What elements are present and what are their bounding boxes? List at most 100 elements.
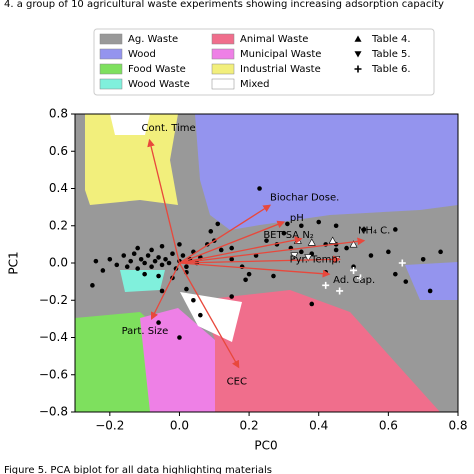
data-point: [121, 253, 127, 258]
legend-marker: [354, 65, 362, 73]
data-point: [420, 256, 426, 262]
x-tick-label: 0.6: [379, 419, 398, 433]
data-point: [271, 273, 276, 279]
data-point: [386, 249, 391, 255]
header-text: 4. a group of 10 agricultural waste expe…: [4, 0, 444, 10]
loading-arrow: [147, 138, 181, 264]
data-point: [344, 245, 349, 251]
loading-arrow: [178, 262, 240, 369]
y-tick-label: −0.2: [39, 293, 68, 307]
loading-label: Part. Size: [122, 326, 169, 337]
x-tick-label: 0.8: [448, 419, 467, 433]
table-marker: [350, 266, 358, 274]
decision-regions: [75, 114, 458, 412]
data-point: [208, 229, 214, 234]
data-point: [215, 221, 221, 227]
legend-label: Mixed: [240, 79, 270, 90]
table-marker: [357, 274, 365, 282]
legend-swatch: [99, 48, 123, 60]
data-point: [299, 249, 304, 255]
loading-arrow: [179, 220, 286, 264]
legend-label: Table 6.: [371, 64, 411, 75]
data-point: [149, 247, 154, 253]
loading-arrow: [151, 262, 181, 321]
data-point: [135, 245, 140, 251]
table-marker: [328, 236, 337, 244]
table-marker: [307, 238, 316, 246]
data-point: [177, 335, 182, 340]
loading-label: pH: [290, 213, 304, 224]
x-axis-label: PC0: [254, 439, 277, 453]
data-point: [124, 264, 130, 270]
table-marker: [322, 281, 330, 289]
loading-arrow: [179, 237, 366, 264]
table-marker: [349, 240, 358, 248]
data-point: [128, 258, 134, 264]
data-point: [163, 256, 168, 262]
loading-arrow: [179, 255, 341, 264]
loading-label: BET SA N₂: [263, 230, 314, 241]
data-point: [368, 253, 374, 258]
data-point: [142, 260, 147, 266]
loading-label: Cont. Time: [142, 123, 196, 134]
y-tick-label: 0.4: [49, 181, 68, 195]
x-tick-label: 0.4: [309, 419, 328, 433]
y-tick-label: 0.8: [49, 107, 68, 121]
data-point: [403, 279, 409, 284]
loading-arrow: [179, 262, 331, 278]
data-point: [93, 258, 99, 264]
legend-swatch: [211, 78, 235, 90]
legend-swatch: [99, 63, 123, 75]
data-point: [107, 256, 113, 262]
loading-label: Pyr. Temp.: [290, 254, 341, 265]
legend-label: Wood Waste: [128, 79, 190, 90]
legend-label: Ag. Waste: [128, 34, 178, 45]
legend-swatch: [99, 78, 123, 90]
legend-marker: [354, 35, 362, 42]
data-point: [243, 277, 248, 283]
legend-swatch: [211, 48, 235, 60]
caption: Figure 5. PCA biplot for all data highli…: [4, 465, 272, 474]
y-axis-label: PC1: [7, 251, 21, 274]
loading-label: Ad. Cap.: [333, 275, 375, 286]
legend-label: Table 4.: [371, 34, 411, 45]
legend-swatch: [99, 33, 123, 45]
legend-label: Table 5.: [371, 49, 411, 60]
data-point: [316, 219, 322, 225]
data-point: [159, 288, 165, 294]
data-point: [393, 227, 398, 232]
data-point: [152, 258, 158, 264]
data-point: [351, 264, 356, 270]
data-point: [333, 223, 339, 229]
data-point: [229, 256, 234, 262]
x-tick-label: 0.2: [240, 419, 259, 433]
data-point: [264, 238, 269, 243]
loading-arrow: [179, 204, 272, 264]
legend-label: Industrial Waste: [240, 64, 321, 75]
data-point: [299, 223, 304, 229]
legend-swatch: [211, 33, 235, 45]
y-tick-label: −0.6: [39, 367, 68, 381]
data-point: [229, 245, 234, 251]
data-point: [281, 230, 287, 236]
loading-label: Biochar Dose.: [270, 192, 339, 203]
data-point: [166, 260, 172, 266]
legend-label: Food Waste: [128, 64, 186, 75]
data-point: [184, 264, 189, 270]
table-marker: [398, 259, 406, 267]
x-tick-label: −0.2: [95, 419, 124, 433]
y-tick-label: 0.6: [49, 144, 68, 158]
y-tick-label: −0.8: [39, 405, 68, 419]
data-point: [100, 268, 106, 273]
data-point: [156, 273, 161, 279]
data-point: [170, 251, 175, 256]
data-point: [184, 286, 189, 292]
table-marker: [304, 254, 313, 262]
data-point: [149, 264, 154, 270]
data-point: [156, 320, 161, 325]
legend-swatch: [211, 63, 235, 75]
data-point: [191, 297, 196, 303]
data-point: [159, 262, 165, 268]
loading-label: NH₄ C.: [358, 226, 390, 237]
